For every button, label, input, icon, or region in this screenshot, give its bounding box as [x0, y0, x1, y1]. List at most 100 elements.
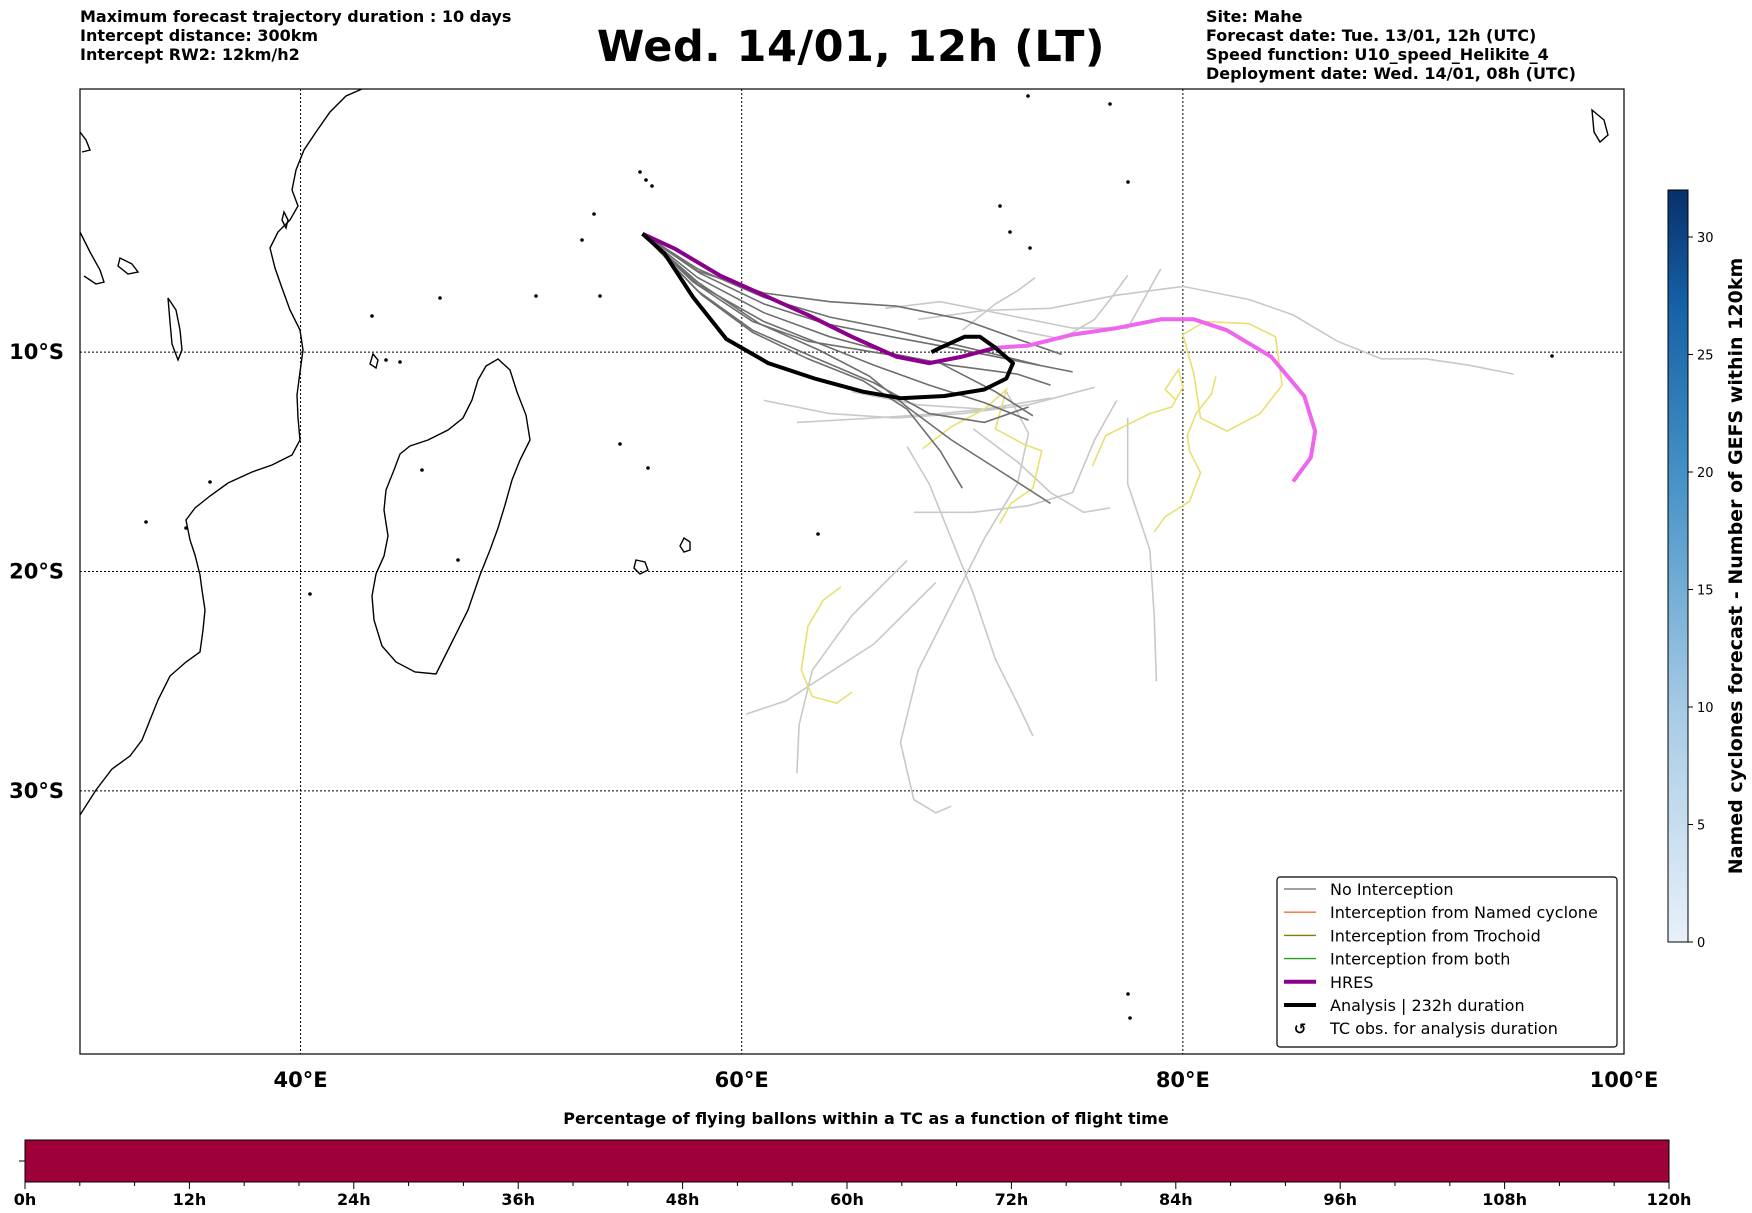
- max-trajectory-duration: Maximum forecast trajectory duration : 1…: [80, 7, 512, 26]
- gray-track: [641, 233, 1029, 421]
- bottom-tick-label: 96h: [1323, 1190, 1357, 1209]
- bottom-tick-label: 0h: [14, 1190, 37, 1209]
- longitude-tick-labels: 40°E 60°E 80°E 100°E: [274, 1068, 1659, 1092]
- colorbar-gradient: [1667, 189, 1689, 943]
- gray-track: [641, 233, 963, 489]
- legend-label: Interception from Named cyclone: [1330, 903, 1598, 922]
- lon-tick-label: 40°E: [274, 1068, 328, 1092]
- islet: [1008, 230, 1012, 234]
- islet: [1126, 180, 1130, 184]
- islet: [638, 170, 642, 174]
- islet: [370, 314, 374, 318]
- legend-label: TC obs. for analysis duration: [1329, 1019, 1558, 1038]
- light-gray-track: [961, 276, 1036, 331]
- gray-track: [641, 233, 1029, 424]
- small-islands: [144, 94, 1554, 1020]
- islet: [618, 442, 622, 446]
- islet: [1128, 1016, 1132, 1020]
- colorbar-tick-label: 15: [1697, 584, 1714, 599]
- intercept-distance: Intercept distance: 300km: [80, 26, 319, 45]
- yellow-trajectories: [800, 320, 1283, 704]
- legend-label: Analysis | 232h duration: [1330, 996, 1525, 1015]
- light-gray-track: [1126, 418, 1158, 682]
- deployment-date: Deployment date: Wed. 14/01, 08h (UTC): [1206, 64, 1576, 83]
- bottom-tick-label: 24h: [337, 1190, 371, 1209]
- map-frame: [79, 88, 1625, 1055]
- yellow-track: [1181, 320, 1283, 432]
- bottom-tick-label: 12h: [173, 1190, 207, 1209]
- lon-tick-label: 100°E: [1590, 1068, 1659, 1092]
- islet: [456, 558, 460, 562]
- islet: [1108, 102, 1112, 106]
- intercept-rw2: Intercept RW2: 12km/h2: [80, 45, 300, 64]
- lon-tick-label: 80°E: [1156, 1068, 1210, 1092]
- islet: [438, 296, 442, 300]
- legend-box: [1276, 876, 1618, 1048]
- islet: [144, 520, 148, 524]
- islet: [592, 212, 596, 216]
- light-gray-track: [796, 559, 908, 774]
- islet: [598, 294, 602, 298]
- islet: [998, 204, 1002, 208]
- colorbar-tick-label: 0: [1697, 936, 1705, 951]
- colorbar-tick-label: 10: [1697, 701, 1714, 716]
- gray-track: [641, 233, 1034, 417]
- mauritius-coastline: [679, 536, 691, 553]
- legend-label: Interception from Trochoid: [1330, 926, 1541, 945]
- page-title: Wed. 14/01, 12h (LT): [596, 22, 1106, 72]
- light-gray-track: [796, 406, 1007, 424]
- colorbar-tick-label: 25: [1697, 349, 1714, 364]
- header-left-info: Maximum forecast trajectory duration : 1…: [80, 7, 511, 64]
- bottom-tick-label: 36h: [501, 1190, 535, 1209]
- gray-track: [642, 233, 1051, 386]
- light-gray-track: [918, 285, 1514, 375]
- colorbar-label: Named cyclones forecast - Number of GEFS…: [1725, 258, 1747, 875]
- light-gray-track: [972, 428, 1111, 514]
- hres-trajectory: [641, 231, 996, 366]
- arabia-coast-fragment: [80, 131, 91, 153]
- bottom-colorbar-title: Percentage of flying ballons within a TC…: [563, 1109, 1169, 1128]
- islet: [420, 468, 424, 472]
- islet: [184, 526, 188, 530]
- legend: No Interception Interception from Named c…: [1276, 876, 1618, 1048]
- gray-track: [642, 233, 1073, 373]
- latitude-tick-labels: 10°S 20°S 30°S: [9, 340, 64, 803]
- islet: [580, 238, 584, 242]
- islet: [646, 466, 650, 470]
- islet: [650, 184, 654, 188]
- yellow-track: [1153, 376, 1217, 533]
- analysis-trajectory: [641, 232, 1015, 401]
- legend-label: Interception from both: [1330, 950, 1510, 969]
- light-gray-track: [745, 581, 937, 715]
- lat-tick-label: 10°S: [9, 340, 64, 364]
- islet: [1550, 354, 1554, 358]
- light-gray-track: [906, 446, 1034, 737]
- colorbar-tick-label: 20: [1697, 466, 1714, 481]
- bottom-tick-label: 48h: [666, 1190, 700, 1209]
- legend-label: HRES: [1330, 973, 1373, 992]
- forecast-date: Forecast date: Tue. 13/01, 12h (UTC): [1206, 26, 1537, 45]
- bottom-tick-label: 72h: [995, 1190, 1029, 1209]
- map-panel: [80, 89, 1624, 1054]
- islet: [384, 358, 388, 362]
- lat-tick-label: 30°S: [9, 779, 64, 803]
- light-gray-track: [899, 391, 1030, 814]
- islet: [208, 480, 212, 484]
- light-gray-track: [763, 386, 1095, 419]
- yellow-track: [800, 586, 853, 704]
- islet: [1026, 94, 1030, 98]
- legend-label: No Interception: [1330, 880, 1454, 899]
- lake-fragment: [117, 256, 140, 275]
- reunion-coastline: [633, 559, 649, 575]
- bottom-tick-label: 60h: [830, 1190, 864, 1209]
- bottom-tick-label: 120h: [1647, 1190, 1692, 1209]
- bottom-tick-label: 84h: [1159, 1190, 1193, 1209]
- bottom-tick-label: 108h: [1482, 1190, 1527, 1209]
- header-right-info: Site: Mahe Forecast date: Tue. 13/01, 12…: [1206, 7, 1576, 83]
- islet: [398, 360, 402, 364]
- light-gray-track: [885, 268, 1162, 329]
- yellow-track: [1091, 367, 1184, 467]
- gray-track: [642, 233, 1062, 356]
- light-gray-track: [913, 400, 1118, 514]
